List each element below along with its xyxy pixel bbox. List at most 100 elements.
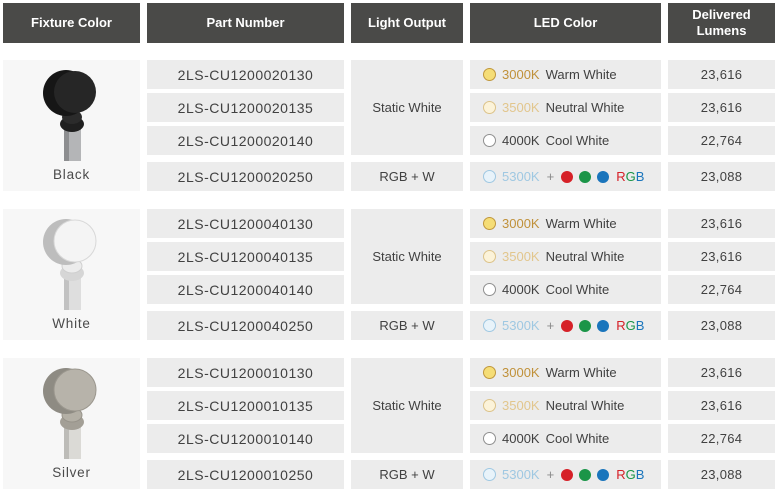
led-kelvin: 3000K: [502, 67, 540, 82]
part-number-cell: 2LS-CU1200020250: [147, 162, 344, 191]
lumens-cell: 23,088: [668, 162, 775, 191]
led-swatch-neutral-icon: [483, 399, 496, 412]
plus-sign: +: [546, 467, 555, 482]
lumens-cell: 23,616: [668, 358, 775, 387]
led-swatch-warm-icon: [483, 68, 496, 81]
light-output-rgbw-cell: RGB + W: [351, 460, 463, 489]
led-color-cell: 3500K Neutral White: [470, 93, 661, 122]
lumens-cell: 23,616: [668, 391, 775, 420]
lumens-cell: 23,088: [668, 460, 775, 489]
blue-dot-icon: [597, 170, 610, 183]
fixture-label: Silver: [52, 465, 91, 480]
blue-dot-icon: [597, 319, 610, 332]
led-kelvin: 5300K: [502, 467, 540, 482]
green-dot-icon: [579, 468, 592, 481]
red-dot-icon: [561, 319, 574, 332]
led-kelvin: 3000K: [502, 365, 540, 380]
lumens-cell: 23,616: [668, 60, 775, 89]
column-header-delivered-lumens: Delivered Lumens: [668, 3, 775, 43]
plus-sign: +: [546, 318, 555, 333]
led-swatch-cool-icon: [483, 134, 496, 147]
led-kelvin: 5300K: [502, 318, 540, 333]
led-name: Cool White: [545, 133, 610, 148]
rgb-letter-r: R: [616, 169, 626, 184]
led-kelvin: 5300K: [502, 169, 540, 184]
column-header-led-color: LED Color: [470, 3, 661, 43]
led-kelvin: 3000K: [502, 216, 540, 231]
lumens-cell: 23,088: [668, 311, 775, 340]
light-output-rgbw-cell: RGB + W: [351, 311, 463, 340]
led-kelvin: 3500K: [502, 100, 540, 115]
part-number-cell: 2LS-CU1200040130: [147, 209, 344, 238]
led-name: Warm White: [545, 67, 617, 82]
fixture-image-black: [38, 60, 106, 167]
plus-sign: +: [546, 169, 555, 184]
rgb-letter-g: G: [625, 169, 636, 184]
part-number-cell: 2LS-CU1200010250: [147, 460, 344, 489]
led-swatch-cool-icon: [483, 432, 496, 445]
table-header-row: Fixture Color Part Number Light Output L…: [3, 3, 778, 43]
rgb-letter-g: G: [625, 318, 636, 333]
column-header-part-number: Part Number: [147, 3, 344, 43]
light-output-static-cell: Static White: [351, 209, 463, 304]
led-color-cell: 3000K Warm White: [470, 209, 661, 238]
column-header-light-output: Light Output: [351, 3, 463, 43]
led-swatch-neutral-icon: [483, 250, 496, 263]
blue-dot-icon: [597, 468, 610, 481]
section-white: White 2LS-CU1200040130 2LS-CU1200040135 …: [3, 209, 778, 340]
fixture-label: Black: [52, 167, 90, 182]
part-number-cell: 2LS-CU1200010140: [147, 424, 344, 453]
rgb-letter-g: G: [625, 467, 636, 482]
light-output-static-cell: Static White: [351, 358, 463, 453]
part-number-cell: 2LS-CU1200040140: [147, 275, 344, 304]
led-kelvin: 3500K: [502, 398, 540, 413]
rgb-letter-b: B: [635, 169, 645, 184]
red-dot-icon: [561, 468, 574, 481]
lumens-cell: 23,616: [668, 93, 775, 122]
part-number-cell: 2LS-CU1200020135: [147, 93, 344, 122]
led-name: Warm White: [545, 216, 617, 231]
fixture-image-white: [38, 209, 106, 316]
led-name: Warm White: [545, 365, 617, 380]
lumens-cell: 23,616: [668, 209, 775, 238]
lumens-cell: 23,616: [668, 242, 775, 271]
light-output-static-cell: Static White: [351, 60, 463, 155]
led-swatch-cool-icon: [483, 283, 496, 296]
rgb-letter-r: R: [616, 318, 626, 333]
part-number-cell: 2LS-CU1200020130: [147, 60, 344, 89]
led-swatch-rgbw-icon: [483, 319, 496, 332]
led-kelvin: 4000K: [502, 133, 540, 148]
part-number-cell: 2LS-CU1200040250: [147, 311, 344, 340]
section-silver: Silver 2LS-CU1200010130 2LS-CU1200010135…: [3, 358, 778, 489]
led-color-cell: 3000K Warm White: [470, 358, 661, 387]
lumens-cell: 22,764: [668, 275, 775, 304]
section-black: Black 2LS-CU1200020130 2LS-CU1200020135 …: [3, 60, 778, 191]
led-name: Cool White: [545, 431, 610, 446]
led-color-cell: 4000K Cool White: [470, 424, 661, 453]
fixture-cell-silver: Silver: [3, 358, 140, 489]
led-color-cell: 3500K Neutral White: [470, 391, 661, 420]
part-number-cell: 2LS-CU1200040135: [147, 242, 344, 271]
part-number-cell: 2LS-CU1200010130: [147, 358, 344, 387]
green-dot-icon: [579, 170, 592, 183]
led-swatch-warm-icon: [483, 366, 496, 379]
light-output-rgbw-cell: RGB + W: [351, 162, 463, 191]
led-color-cell: 3500K Neutral White: [470, 242, 661, 271]
red-dot-icon: [561, 170, 574, 183]
fixture-cell-black: Black: [3, 60, 140, 191]
lumens-cell: 22,764: [668, 126, 775, 155]
led-kelvin: 4000K: [502, 431, 540, 446]
led-name: Neutral White: [545, 398, 625, 413]
lumens-cell: 22,764: [668, 424, 775, 453]
rgb-letter-b: B: [635, 318, 645, 333]
led-kelvin: 4000K: [502, 282, 540, 297]
fixture-label: White: [52, 316, 91, 331]
column-header-fixture-color: Fixture Color: [3, 3, 140, 43]
